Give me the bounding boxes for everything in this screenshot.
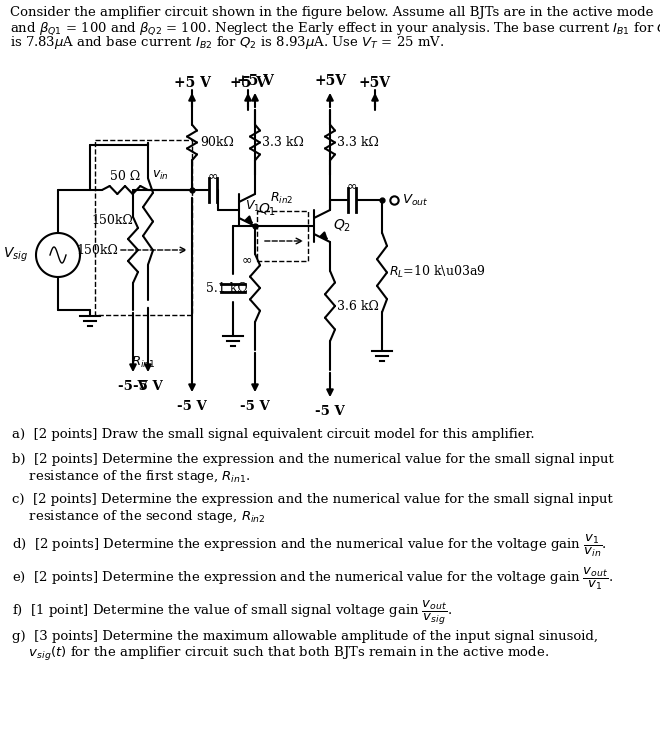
Text: $v_{sig}(t)$ for the amplifier circuit such that both BJTs remain in the active : $v_{sig}(t)$ for the amplifier circuit s… xyxy=(12,645,549,663)
Text: $R_{in1}$: $R_{in1}$ xyxy=(131,355,155,370)
Text: f)  [1 point] Determine the value of small signal voltage gain $\dfrac{v_{out}}{: f) [1 point] Determine the value of smal… xyxy=(12,599,452,627)
Text: 150kΩ: 150kΩ xyxy=(91,214,133,227)
Text: 50 Ω: 50 Ω xyxy=(110,170,140,183)
Text: d)  [2 points] Determine the expression and the numerical value for the voltage : d) [2 points] Determine the expression a… xyxy=(12,533,607,559)
Text: +5 V: +5 V xyxy=(174,76,211,90)
Text: +5 V: +5 V xyxy=(236,74,273,88)
Text: 90kΩ: 90kΩ xyxy=(200,135,234,149)
Text: +5V: +5V xyxy=(314,74,346,88)
Text: +5V: +5V xyxy=(359,76,391,90)
Text: e)  [2 points] Determine the expression and the numerical value for the voltage : e) [2 points] Determine the expression a… xyxy=(12,566,613,593)
Text: is 7.83$\mu$A and base current $I_{B2}$ for $Q_2$ is 8.93$\mu$A. Use $V_T$ = 25 : is 7.83$\mu$A and base current $I_{B2}$ … xyxy=(10,34,444,51)
Text: $\infty$: $\infty$ xyxy=(346,180,358,193)
Text: $V_1$: $V_1$ xyxy=(246,199,261,214)
Text: Consider the amplifier circuit shown in the figure below. Assume all BJTs are in: Consider the amplifier circuit shown in … xyxy=(10,6,653,19)
Text: 3.6 kΩ: 3.6 kΩ xyxy=(337,300,379,313)
Text: $Q_2$: $Q_2$ xyxy=(333,217,351,234)
Text: c)  [2 points] Determine the expression and the numerical value for the small si: c) [2 points] Determine the expression a… xyxy=(12,493,612,506)
Text: -5 V: -5 V xyxy=(118,380,148,393)
Text: -5 V: -5 V xyxy=(240,400,270,413)
Text: 3.3 kΩ: 3.3 kΩ xyxy=(262,135,304,149)
Text: resistance of the first stage, $R_{in1}$.: resistance of the first stage, $R_{in1}$… xyxy=(12,468,251,485)
Text: $R_{in2}$: $R_{in2}$ xyxy=(271,191,294,206)
Text: -5 V: -5 V xyxy=(133,380,163,393)
Text: -5 V: -5 V xyxy=(177,400,207,413)
Text: resistance of the second stage, $R_{in2}$: resistance of the second stage, $R_{in2}… xyxy=(12,508,266,525)
Text: $v_{in}$: $v_{in}$ xyxy=(152,169,168,182)
Text: and $\beta_{Q1}$ = 100 and $\beta_{Q2}$ = 100. Neglect the Early effect in your : and $\beta_{Q1}$ = 100 and $\beta_{Q2}$ … xyxy=(10,20,660,37)
Text: $R_L$=10 k\u03a9: $R_L$=10 k\u03a9 xyxy=(389,264,486,280)
Text: $Q_1$: $Q_1$ xyxy=(258,202,276,218)
Text: g)  [3 points] Determine the maximum allowable amplitude of the input signal sin: g) [3 points] Determine the maximum allo… xyxy=(12,630,598,643)
Text: 150kΩ: 150kΩ xyxy=(76,244,118,257)
Text: -5 V: -5 V xyxy=(315,405,345,418)
Text: a)  [2 points] Draw the small signal equivalent circuit model for this amplifier: a) [2 points] Draw the small signal equi… xyxy=(12,428,535,441)
Text: $V_{out}$: $V_{out}$ xyxy=(402,193,428,208)
Text: +5 V: +5 V xyxy=(230,76,267,90)
Text: 5.1 kΩ: 5.1 kΩ xyxy=(206,282,248,294)
Text: $\infty$: $\infty$ xyxy=(207,170,218,183)
Text: $\infty$: $\infty$ xyxy=(242,254,253,267)
Text: b)  [2 points] Determine the expression and the numerical value for the small si: b) [2 points] Determine the expression a… xyxy=(12,453,614,466)
Text: $V_{sig}$: $V_{sig}$ xyxy=(3,246,28,264)
Text: 3.3 kΩ: 3.3 kΩ xyxy=(337,135,379,149)
